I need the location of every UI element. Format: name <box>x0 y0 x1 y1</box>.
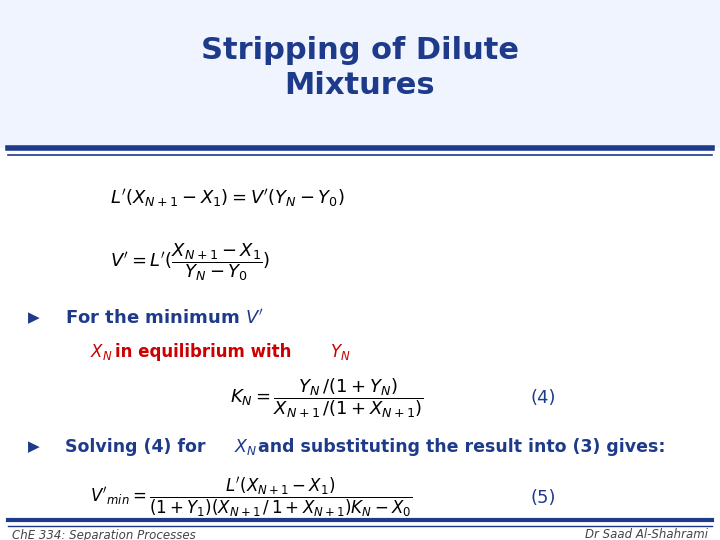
Text: $L'(X_{N+1} - X_1) = V'(Y_N - Y_0)$: $L'(X_{N+1} - X_1) = V'(Y_N - Y_0)$ <box>110 187 345 209</box>
Bar <box>0 0 720 148</box>
Text: Stripping of Dilute
Mixtures: Stripping of Dilute Mixtures <box>201 36 519 100</box>
Text: ChE 334: Separation Processes: ChE 334: Separation Processes <box>12 529 196 540</box>
Text: $X_N$: $X_N$ <box>234 437 258 457</box>
Text: in equilibrium with: in equilibrium with <box>115 343 292 361</box>
Text: $V'_{min} = \dfrac{L'(X_{N+1} - X_1)}{(1+Y_1)(X_{N+1}\,/\,1 + X_{N+1})K_N - X_0}: $V'_{min} = \dfrac{L'(X_{N+1} - X_1)}{(1… <box>90 476 413 520</box>
Text: ▶: ▶ <box>28 440 40 455</box>
Text: For the minimum $V'$: For the minimum $V'$ <box>65 308 264 327</box>
Text: $X_N$: $X_N$ <box>90 342 112 362</box>
Text: (5): (5) <box>530 489 556 507</box>
Text: $Y_N$: $Y_N$ <box>330 342 351 362</box>
Text: $V' = L'(\dfrac{X_{N+1} - X_1}{Y_N - Y_0})$: $V' = L'(\dfrac{X_{N+1} - X_1}{Y_N - Y_0… <box>110 241 270 283</box>
Text: (4): (4) <box>530 389 556 407</box>
Text: ▶: ▶ <box>28 310 40 326</box>
Text: Solving (4) for: Solving (4) for <box>65 438 212 456</box>
Text: $K_N = \dfrac{Y_N\,/(1 + Y_N)}{X_{N+1}\,/(1 + X_{N+1})}$: $K_N = \dfrac{Y_N\,/(1 + Y_N)}{X_{N+1}\,… <box>230 376 424 420</box>
Text: and substituting the result into (3) gives:: and substituting the result into (3) giv… <box>258 438 665 456</box>
Text: Dr Saad Al-Shahrami: Dr Saad Al-Shahrami <box>585 529 708 540</box>
